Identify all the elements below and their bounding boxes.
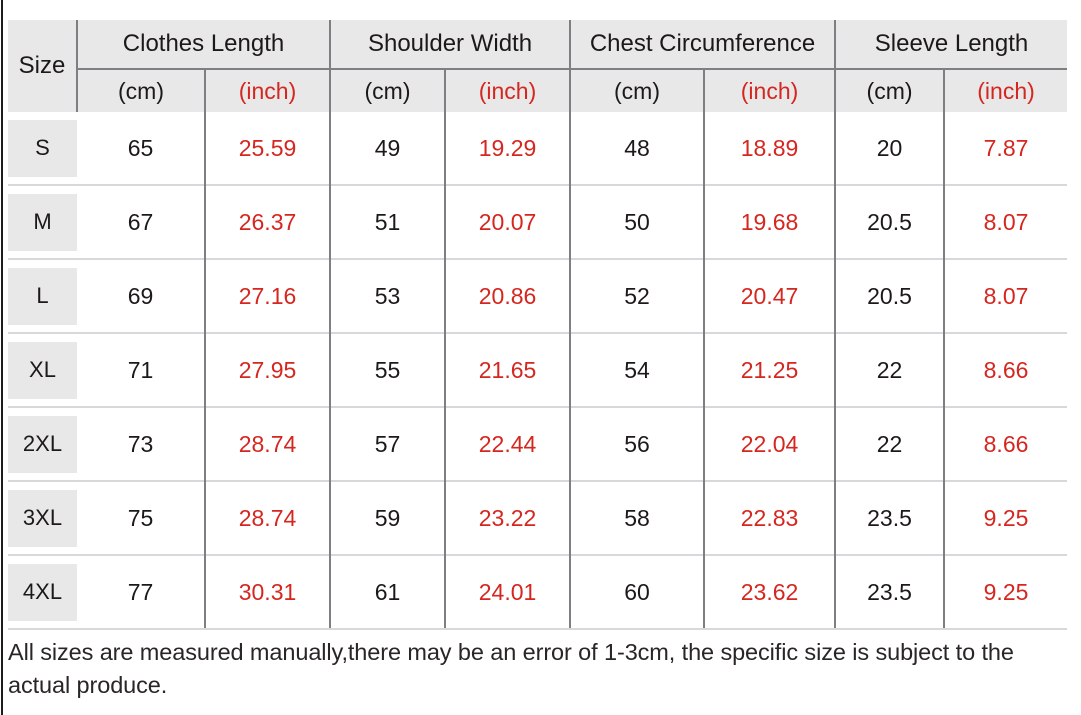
value-cell: 7.87: [944, 112, 1068, 185]
value-cell: 8.66: [944, 406, 1068, 481]
value-cell: 61: [330, 554, 447, 630]
value-cell: 20.07: [445, 184, 572, 259]
value-cell: 27.95: [205, 332, 332, 407]
table-row-l: L 69 27.16 53 20.86 52 20.47 20.5 8.07: [8, 258, 1068, 333]
unit-header-chest-inch: (inch): [704, 69, 837, 112]
value-cell: 20.47: [704, 258, 837, 333]
column-group-chest-circumference: Chest Circumference: [570, 20, 837, 70]
value-cell: 26.37: [205, 184, 332, 259]
value-cell: 23.5: [835, 554, 946, 630]
value-cell: 22: [835, 332, 946, 407]
value-cell: 25.59: [205, 112, 332, 185]
value-cell: 69: [77, 258, 206, 333]
size-label: 4XL: [8, 563, 77, 621]
value-cell: 20.86: [445, 258, 572, 333]
table-row-m: M 67 26.37 51 20.07 50 19.68 20.5 8.07: [8, 184, 1068, 259]
unit-header-clothes-inch: (inch): [205, 69, 332, 112]
size-label: M: [8, 193, 77, 251]
size-chart-table: Size Clothes Length Shoulder Width Chest…: [8, 20, 1068, 630]
value-cell: 67: [77, 184, 206, 259]
value-cell: 8.66: [944, 332, 1068, 407]
value-cell: 51: [330, 184, 447, 259]
value-cell: 55: [330, 332, 447, 407]
column-group-clothes-length: Clothes Length: [77, 20, 332, 70]
value-cell: 50: [570, 184, 706, 259]
value-cell: 48: [570, 112, 706, 185]
value-cell: 21.25: [704, 332, 837, 407]
value-cell: 18.89: [704, 112, 837, 185]
value-cell: 54: [570, 332, 706, 407]
value-cell: 59: [330, 480, 447, 555]
value-cell: 8.07: [944, 184, 1068, 259]
value-cell: 19.29: [445, 112, 572, 185]
table-row-xl: XL 71 27.95 55 21.65 54 21.25 22 8.66: [8, 332, 1068, 407]
size-chart: Size Clothes Length Shoulder Width Chest…: [8, 20, 1068, 630]
value-cell: 57: [330, 406, 447, 481]
value-cell: 52: [570, 258, 706, 333]
value-cell: 22.04: [704, 406, 837, 481]
unit-header-shoulder-cm: (cm): [330, 69, 447, 112]
table-row-4xl: 4XL 77 30.31 61 24.01 60 23.62 23.5 9.25: [8, 554, 1068, 630]
value-cell: 22.44: [445, 406, 572, 481]
value-cell: 20: [835, 112, 946, 185]
value-cell: 73: [77, 406, 206, 481]
column-group-sleeve-length: Sleeve Length: [835, 20, 1068, 70]
unit-header-clothes-cm: (cm): [77, 69, 206, 112]
value-cell: 77: [77, 554, 206, 630]
value-cell: 24.01: [445, 554, 572, 630]
value-cell: 58: [570, 480, 706, 555]
value-cell: 53: [330, 258, 447, 333]
unit-header-row: (cm) (inch) (cm) (inch) (cm) (inch) (cm)…: [8, 69, 1068, 112]
value-cell: 28.74: [205, 480, 332, 555]
value-cell: 30.31: [205, 554, 332, 630]
value-cell: 71: [77, 332, 206, 407]
column-group-shoulder-width: Shoulder Width: [330, 20, 572, 70]
value-cell: 21.65: [445, 332, 572, 407]
size-label: S: [8, 119, 77, 177]
value-cell: 27.16: [205, 258, 332, 333]
value-cell: 20.5: [835, 184, 946, 259]
size-label: L: [8, 267, 77, 325]
table-row-2xl: 2XL 73 28.74 57 22.44 56 22.04 22 8.66: [8, 406, 1068, 481]
value-cell: 8.07: [944, 258, 1068, 333]
unit-header-shoulder-inch: (inch): [445, 69, 572, 112]
unit-header-chest-cm: (cm): [570, 69, 706, 112]
value-cell: 56: [570, 406, 706, 481]
value-cell: 60: [570, 554, 706, 630]
size-label: 3XL: [8, 489, 77, 547]
value-cell: 49: [330, 112, 447, 185]
table-row-3xl: 3XL 75 28.74 59 23.22 58 22.83 23.5 9.25: [8, 480, 1068, 555]
value-cell: 22: [835, 406, 946, 481]
size-label: XL: [8, 341, 77, 399]
value-cell: 9.25: [944, 554, 1068, 630]
table-row-s: S 65 25.59 49 19.29 48 18.89 20 7.87: [8, 112, 1068, 185]
value-cell: 19.68: [704, 184, 837, 259]
value-cell: 20.5: [835, 258, 946, 333]
value-cell: 65: [77, 112, 206, 185]
value-cell: 28.74: [205, 406, 332, 481]
unit-header-sleeve-cm: (cm): [835, 69, 946, 112]
value-cell: 23.5: [835, 480, 946, 555]
size-label: 2XL: [8, 415, 77, 473]
unit-header-sleeve-inch: (inch): [944, 69, 1068, 112]
value-cell: 22.83: [704, 480, 837, 555]
value-cell: 9.25: [944, 480, 1068, 555]
column-header-size: Size: [8, 20, 78, 112]
value-cell: 23.62: [704, 554, 837, 630]
value-cell: 75: [77, 480, 206, 555]
page-left-border: [1, 0, 3, 715]
group-header-row: Size Clothes Length Shoulder Width Chest…: [8, 20, 1068, 112]
measurement-disclaimer: All sizes are measured manually,there ma…: [8, 639, 1014, 698]
value-cell: 23.22: [445, 480, 572, 555]
